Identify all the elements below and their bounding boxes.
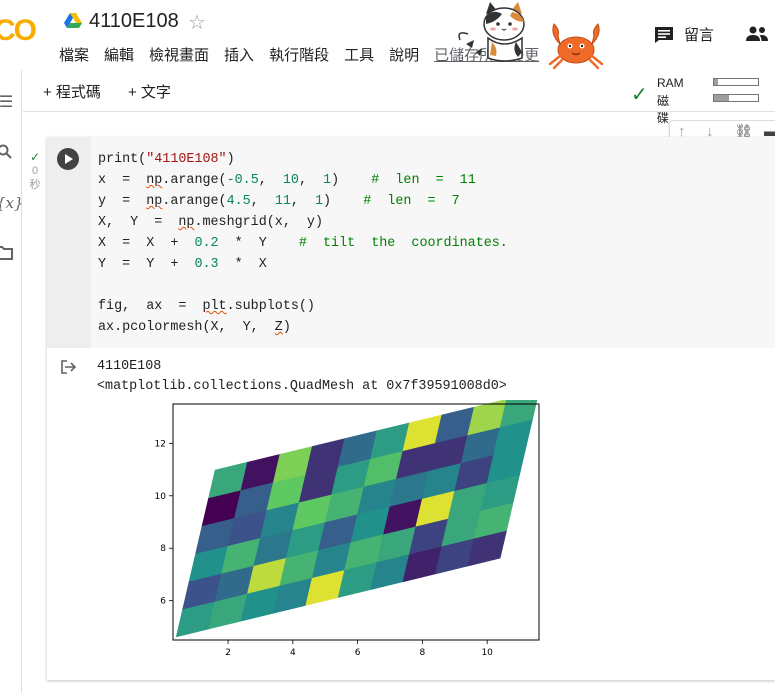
people-share-icon[interactable]	[746, 26, 768, 42]
x-tick-label: 2	[225, 648, 231, 658]
disk-label: 磁碟	[657, 94, 670, 125]
variables-icon[interactable]: {x}	[0, 194, 24, 212]
y-tick-label: 6	[160, 597, 166, 607]
menu-file[interactable]: 檔案	[59, 47, 90, 64]
menu-view[interactable]: 檢視畫面	[149, 47, 210, 64]
x-tick-label: 4	[290, 648, 296, 658]
x-tick-label: 8	[420, 648, 426, 658]
menu-insert[interactable]: 插入	[224, 47, 255, 64]
notebook-toolbar: + 程式碼 + 文字 ✓ RAM 磁碟 ▼	[23, 70, 775, 125]
google-drive-icon[interactable]	[64, 13, 82, 29]
app-header: CO 4110E108 ☆ 檔案 編輯 檢視畫面 插入 執行階段 工具 說明 已…	[0, 0, 775, 70]
stdout-text: 4110E108 <matplotlib.collections.QuadMes…	[97, 357, 507, 397]
comment-cell-icon[interactable]: ▬	[764, 123, 775, 140]
menu-runtime[interactable]: 執行階段	[269, 47, 330, 64]
menu-help[interactable]: 說明	[389, 47, 420, 64]
mesh-cell	[467, 400, 507, 436]
success-check-icon: ✓	[29, 150, 41, 164]
comment-icon	[655, 26, 673, 43]
x-tick-label: 10	[481, 648, 493, 658]
table-of-contents-icon[interactable]: ☰	[0, 94, 14, 111]
axes-frame	[172, 403, 540, 641]
cat-sticker-icon	[458, 2, 525, 62]
output-line-2: <matplotlib.collections.QuadMesh at 0x7f…	[97, 379, 507, 394]
cell-gutter	[47, 137, 91, 348]
disk-usage-bar	[713, 94, 759, 102]
ram-usage-bar	[713, 78, 759, 86]
pcolormesh-plot: 2 4 6 8 10 6 8 10 12	[155, 400, 540, 658]
output-line-1: 4110E108	[97, 359, 162, 374]
star-icon[interactable]: ☆	[188, 12, 206, 34]
y-tick-label: 8	[160, 544, 166, 554]
add-text-button[interactable]: + 文字	[128, 84, 171, 101]
mesh-cell	[499, 400, 538, 428]
comment-label: 留言	[684, 27, 715, 44]
menu-edit[interactable]: 編輯	[104, 47, 135, 64]
cell-output: 4110E108 <matplotlib.collections.QuadMes…	[47, 348, 775, 680]
code-cell: print("4110E108") x = np.arange(-0.5, 10…	[47, 137, 775, 680]
left-sidebar: ☰ {x}	[0, 70, 24, 693]
link-icon[interactable]: ⛓	[734, 124, 754, 141]
y-tick-label: 10	[155, 492, 167, 502]
comment-button[interactable]: 留言	[654, 24, 714, 45]
execution-status: ✓ 0 秒	[26, 150, 44, 192]
exec-unit: 秒	[29, 179, 41, 191]
code-editor[interactable]: print("4110E108") x = np.arange(-0.5, 10…	[91, 137, 775, 348]
menu-tools[interactable]: 工具	[344, 47, 375, 64]
x-tick-label: 6	[355, 648, 361, 658]
colab-logo[interactable]: CO	[0, 14, 37, 47]
move-up-icon[interactable]: ↑	[678, 123, 686, 140]
crab-sticker-icon	[548, 23, 604, 70]
move-down-icon[interactable]: ↓	[706, 123, 714, 140]
search-icon[interactable]	[0, 144, 15, 160]
notebook-title[interactable]: 4110E108	[89, 10, 179, 32]
add-code-button[interactable]: + 程式碼	[43, 84, 101, 101]
folder-icon[interactable]	[0, 246, 14, 260]
ram-label: RAM	[657, 76, 684, 90]
run-cell-button[interactable]	[57, 148, 79, 170]
connected-check-icon: ✓	[631, 84, 648, 106]
mesh-cell	[175, 600, 216, 638]
exec-time: 0	[31, 165, 39, 177]
y-tick-label: 12	[155, 439, 166, 449]
output-actions-icon[interactable]	[61, 360, 77, 374]
